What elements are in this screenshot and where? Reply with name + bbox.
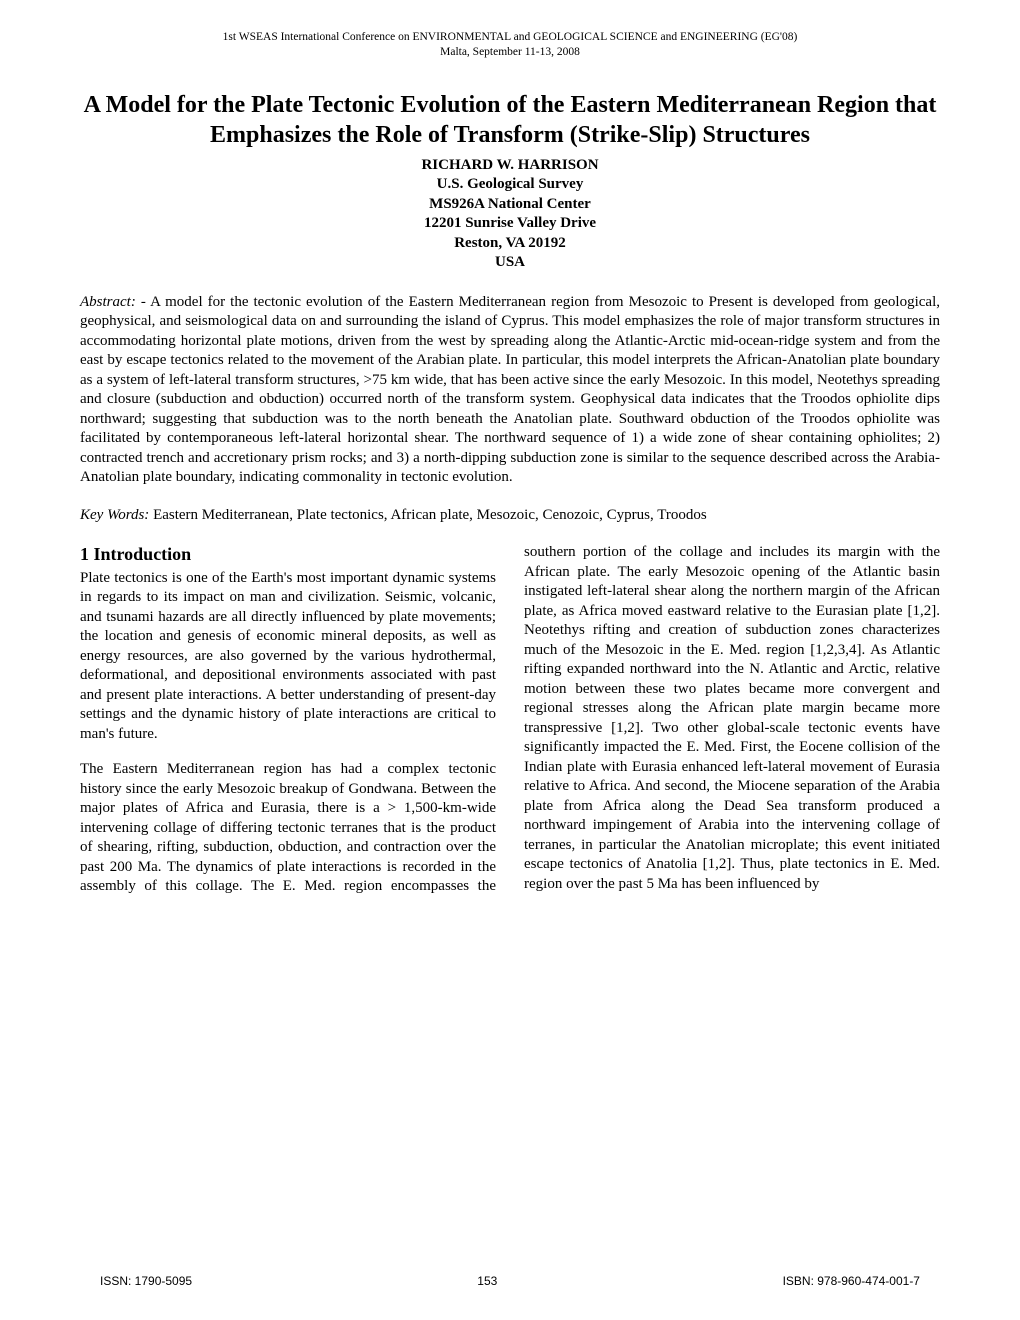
keywords-label: Key Words: [80, 507, 149, 523]
footer-issn: ISSN: 1790-5095 [100, 1274, 192, 1288]
conference-line2: Malta, September 11-13, 2008 [80, 45, 940, 60]
abstract-label: Abstract: - [80, 294, 146, 310]
abstract-text: A model for the tectonic evolution of th… [80, 294, 940, 486]
footer-isbn: ISBN: 978-960-474-001-7 [783, 1274, 920, 1288]
footer-page: 153 [477, 1274, 497, 1288]
abstract-block: Abstract: - A model for the tectonic evo… [80, 293, 940, 488]
intro-para1: Plate tectonics is one of the Earth's mo… [80, 569, 496, 745]
keywords-text: Eastern Mediterranean, Plate tectonics, … [153, 507, 707, 523]
paper-title: A Model for the Plate Tectonic Evolution… [80, 90, 940, 150]
affiliation-street: 12201 Sunrise Valley Drive [80, 214, 940, 234]
intro-heading: 1 Introduction [80, 543, 496, 566]
conference-line1: 1st WSEAS International Conference on EN… [80, 30, 940, 45]
conference-header: 1st WSEAS International Conference on EN… [80, 30, 940, 60]
affiliation-country: USA [80, 253, 940, 273]
page-footer: ISSN: 1790-5095 153 ISBN: 978-960-474-00… [0, 1274, 1020, 1288]
keywords-block: Key Words: Eastern Mediterranean, Plate … [80, 506, 940, 526]
content-columns: 1 Introduction Plate tectonics is one of… [80, 543, 940, 896]
affiliation-city: Reston, VA 20192 [80, 234, 940, 254]
affiliation-org: U.S. Geological Survey [80, 175, 940, 195]
affiliation-dept: MS926A National Center [80, 195, 940, 215]
author-name: RICHARD W. HARRISON [80, 156, 940, 176]
